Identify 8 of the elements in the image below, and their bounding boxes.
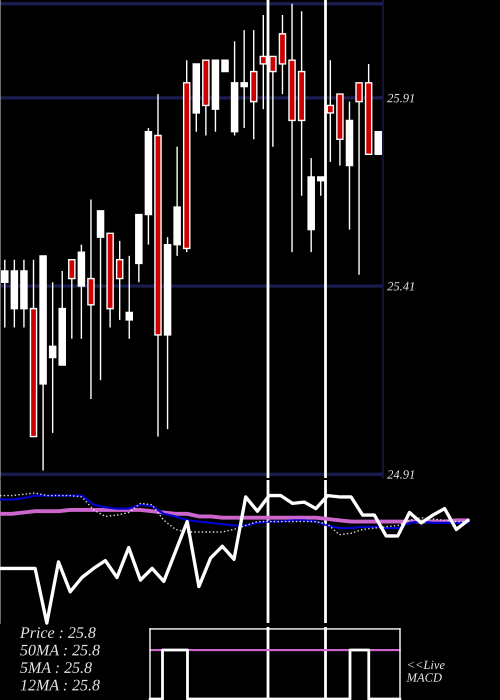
y-tick-label: 25.91 [387,94,414,102]
text: 12MA : 25.8 [20,680,100,691]
text: <<Live MACD [406,660,445,682]
text: Price : 25.8 [20,627,96,638]
y-tick-label: 25.41 [387,282,414,291]
text: 50MA : 25.8 [20,644,100,656]
y-tick-label: 24.91 [387,470,414,479]
text: 5MA : 25.8 [20,662,92,674]
